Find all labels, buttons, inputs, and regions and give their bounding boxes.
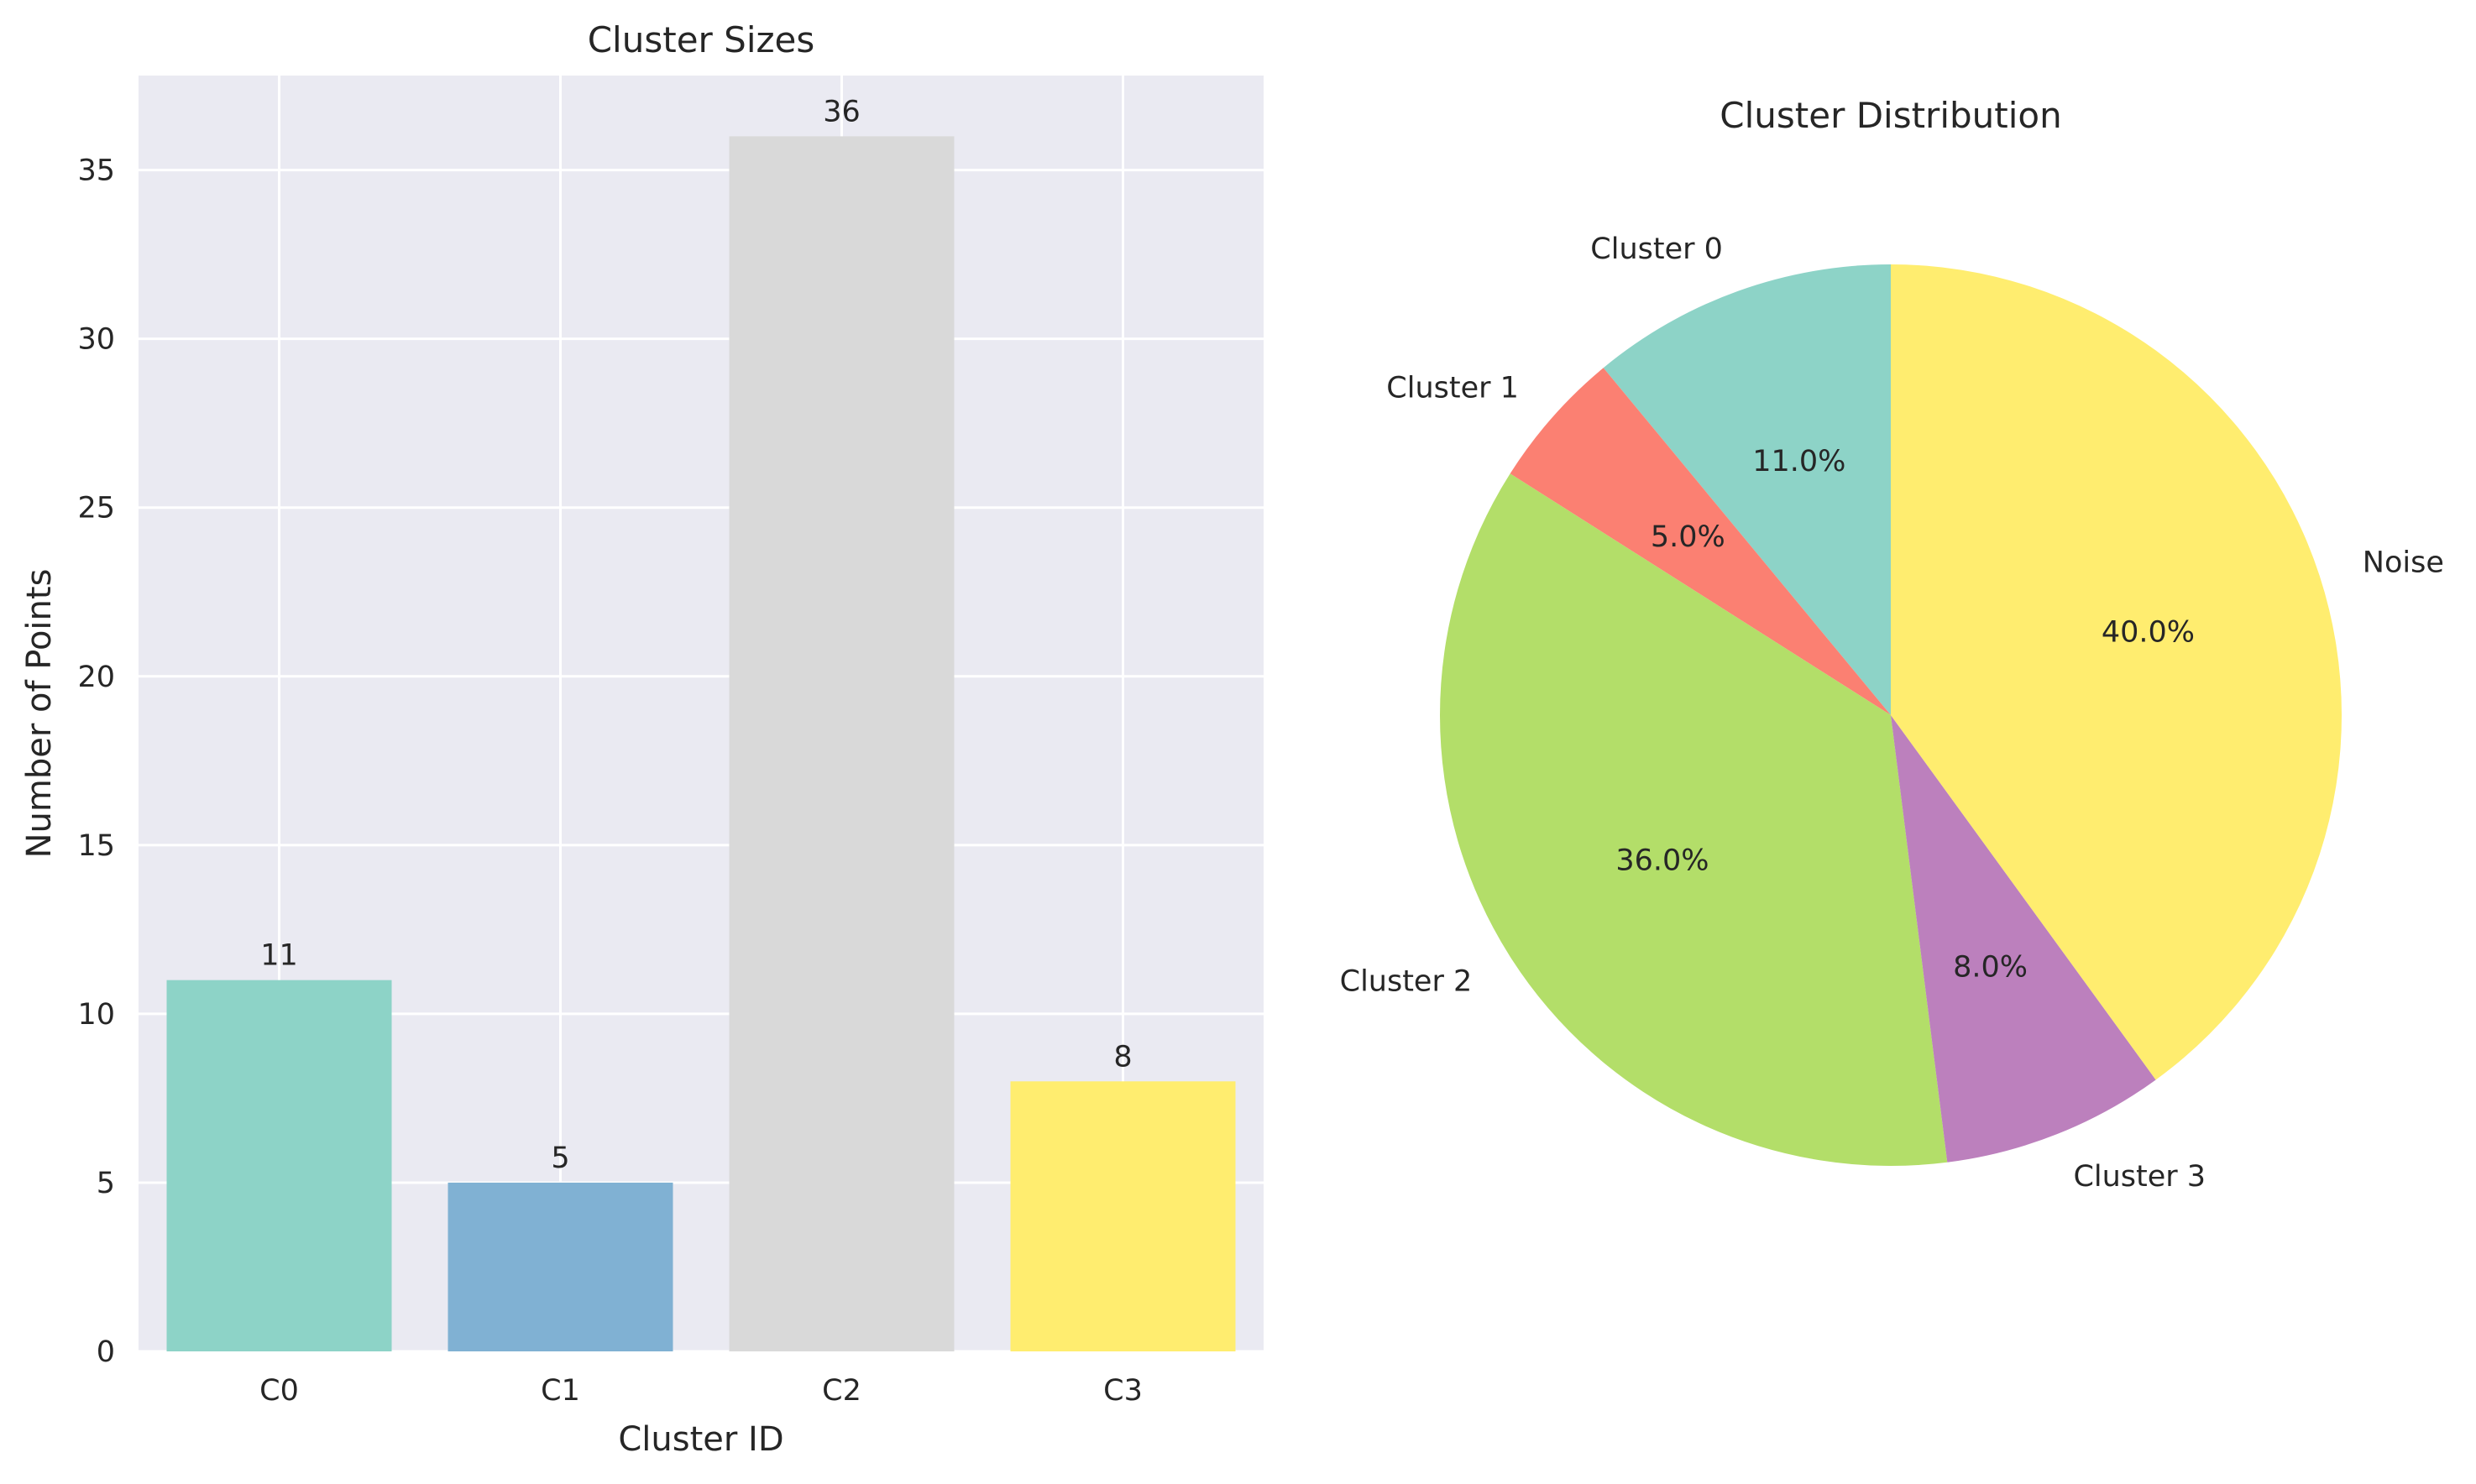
y-tick-label: 35 <box>77 154 115 188</box>
pie-percent-label: 36.0% <box>1615 844 1709 878</box>
pie-percent-label: 8.0% <box>1953 951 2028 985</box>
pie-slice-label: Cluster 3 <box>2073 1160 2206 1194</box>
pie-chart-title: Cluster Distribution <box>1720 95 2061 136</box>
bar-value-labels: 11 5 36 8 <box>260 95 1132 1175</box>
pie-chart: Cluster Distribution 11.0% 5.0% 36.0% 8.0% 4… <box>1340 95 2444 1194</box>
pie-slice <box>1603 264 1891 715</box>
y-tick-label: 15 <box>77 829 115 863</box>
pie-percent-label: 5.0% <box>1651 520 1725 554</box>
x-tick-label: C1 <box>541 1374 580 1408</box>
bar-x-axis-label: Cluster ID <box>618 1420 783 1459</box>
pie-slice <box>1891 715 2156 1163</box>
bar <box>1010 1081 1236 1351</box>
pie-slice-label: Cluster 1 <box>1386 371 1519 405</box>
y-tick-label: 5 <box>97 1167 115 1200</box>
y-tick-label: 0 <box>97 1335 115 1369</box>
bar <box>729 136 955 1351</box>
pie-slice <box>1510 368 1891 715</box>
bar-chart: 11 5 36 8 0 5 10 15 20 25 30 35 C0 C1 C2 C3 Cluster S… <box>20 19 1264 1459</box>
pie-slice <box>1440 473 1948 1166</box>
pie-slices <box>1440 264 2342 1166</box>
pie-percent-label: 11.0% <box>1752 445 1845 478</box>
pie-slice-label: Cluster 2 <box>1340 965 1473 999</box>
pie-percent-labels: 11.0% 5.0% 36.0% 8.0% 40.0% <box>1615 445 2195 985</box>
pie-slice-labels: Cluster 0 Cluster 1 Cluster 2 Cluster 3 Nois… <box>1340 233 2444 1194</box>
pie-percent-label: 40.0% <box>2102 615 2195 649</box>
x-tick-label: C2 <box>822 1374 861 1408</box>
x-tick-label: C0 <box>259 1374 299 1408</box>
bar-series <box>166 136 1236 1351</box>
y-tick-label: 30 <box>77 323 115 357</box>
y-tick-label: 20 <box>77 661 115 694</box>
bar-value-label: 5 <box>551 1142 569 1175</box>
y-tick-label: 25 <box>77 492 115 525</box>
bar-value-label: 11 <box>260 939 298 973</box>
x-tick-label: C3 <box>1103 1374 1143 1408</box>
bar-y-ticks: 0 5 10 15 20 25 30 35 <box>77 154 115 1369</box>
bar-y-axis-label: Number of Points <box>20 569 59 859</box>
y-tick-label: 10 <box>77 998 115 1032</box>
pie-slice-label: Noise <box>2363 546 2444 579</box>
bar-chart-title: Cluster Sizes <box>588 19 815 60</box>
pie-slice-label: Cluster 0 <box>1590 233 1723 266</box>
bar-value-label: 8 <box>1113 1040 1132 1074</box>
pie-slice <box>1891 264 2342 1080</box>
bar <box>166 980 392 1351</box>
bar-x-ticks: C0 C1 C2 C3 <box>259 1374 1143 1408</box>
bar <box>448 1182 673 1351</box>
bar-value-label: 36 <box>823 95 861 128</box>
